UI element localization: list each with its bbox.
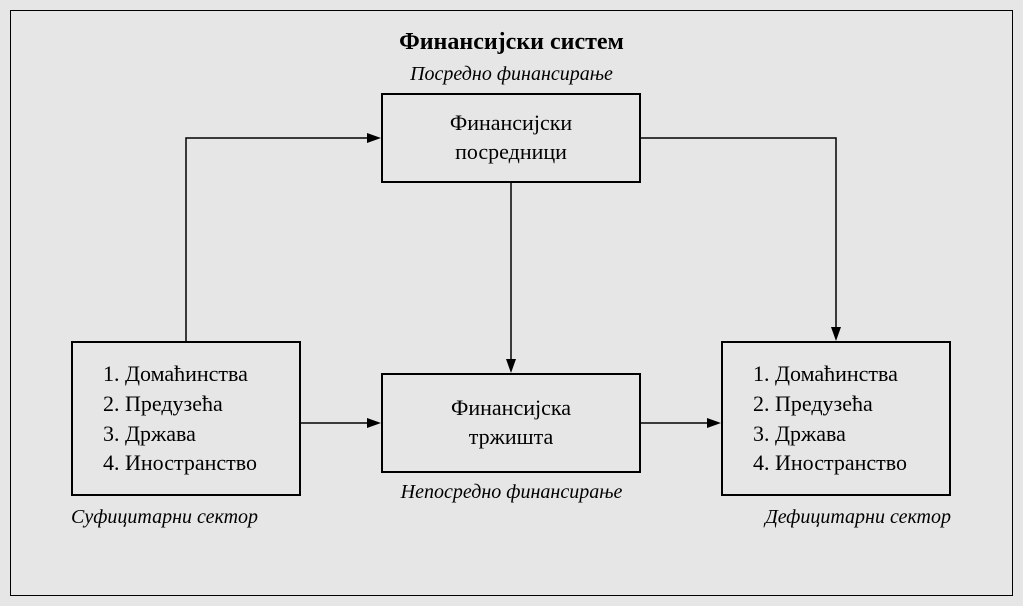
node-financial-markets-label: Финансијска тржишта	[451, 394, 571, 451]
surplus-sector-label: Суфицитарни сектор	[71, 506, 258, 529]
label-line: Финансијска	[451, 395, 571, 420]
diagram-frame: Финансијски систем Посредно финансирање …	[10, 10, 1013, 596]
node-financial-markets: Финансијска тржишта	[381, 373, 641, 473]
node-deficit-sector: 1. Домаћинства 2. Предузећа 3. Држава 4.…	[721, 341, 951, 496]
node-financial-intermediaries-label: Финансијски посредници	[450, 109, 572, 166]
list-item: 3. Држава	[753, 419, 907, 449]
label-line: посредници	[455, 139, 567, 164]
node-financial-intermediaries: Финансијски посредници	[381, 93, 641, 183]
list-item: 4. Иностранство	[753, 448, 907, 478]
subtitle-indirect-financing: Посредно финансирање	[11, 63, 1012, 86]
list-item: 2. Предузећа	[753, 389, 907, 419]
list-item: 1. Домаћинства	[753, 359, 907, 389]
surplus-sector-list: 1. Домаћинства 2. Предузећа 3. Држава 4.…	[73, 359, 257, 478]
list-item: 2. Предузећа	[103, 389, 257, 419]
label-line: тржишта	[469, 424, 553, 449]
list-item: 1. Домаћинства	[103, 359, 257, 389]
deficit-sector-list: 1. Домаћинства 2. Предузећа 3. Држава 4.…	[723, 359, 907, 478]
label-line: Финансијски	[450, 110, 572, 135]
list-item: 3. Држава	[103, 419, 257, 449]
list-item: 4. Иностранство	[103, 448, 257, 478]
subtitle-direct-financing: Непосредно финансирање	[11, 481, 1012, 504]
node-surplus-sector: 1. Домаћинства 2. Предузећа 3. Држава 4.…	[71, 341, 301, 496]
diagram-title: Финансијски систем	[11, 29, 1012, 56]
deficit-sector-label: Дефицитарни сектор	[721, 506, 951, 529]
